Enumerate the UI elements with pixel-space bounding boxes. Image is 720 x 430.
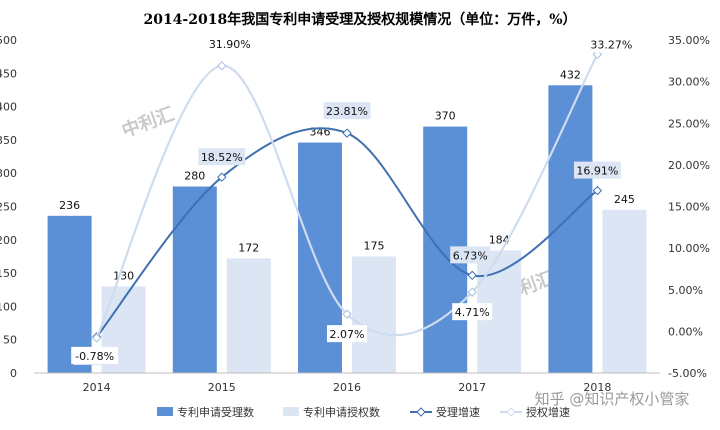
right-tick-label: 20.00% — [668, 159, 710, 172]
point-label-background — [450, 246, 491, 264]
legend-swatch — [157, 407, 173, 416]
point-label-background — [206, 34, 254, 52]
bar-value-label: 370 — [435, 110, 456, 123]
left-tick-label: 300 — [0, 167, 17, 180]
point-label-background — [574, 161, 621, 179]
legend-label: 专利申请受理数 — [177, 405, 254, 419]
point-label-background — [588, 35, 635, 53]
bar-value-label: 172 — [238, 241, 259, 254]
right-tick-label: 30.00% — [668, 76, 710, 89]
line-point-marker — [342, 309, 352, 319]
category-label: 2017 — [458, 381, 486, 394]
line-point-marker — [592, 49, 603, 60]
category-labels: 2014 2015 2016 2017 2018 — [83, 381, 612, 394]
point-label-background — [198, 148, 246, 166]
point-label-background — [71, 346, 118, 364]
acceptance-growth-line — [95, 127, 598, 338]
legend-marker — [416, 407, 426, 417]
left-tick-label: 200 — [0, 234, 17, 247]
right-axis: -5.00% 0.00% 5.00% 10.00% 15.00% 20.00% 25.00%… — [668, 34, 710, 380]
right-tick-label: 5.00% — [668, 284, 703, 297]
left-tick-label: 450 — [0, 67, 17, 80]
right-tick-label: 0.00% — [668, 325, 703, 338]
chart-title: 2014-2018年我国专利申请受理及授权规模情况（单位：万件，%） — [143, 11, 576, 28]
right-tick-label: 35.00% — [668, 34, 710, 47]
left-tick-label: 100 — [0, 300, 17, 313]
point-value-label: 4.71% — [455, 306, 490, 319]
left-tick-label: 250 — [0, 201, 17, 214]
legend-swatch — [283, 407, 299, 416]
left-tick-label: 0 — [10, 367, 17, 380]
left-tick-label: 150 — [0, 267, 17, 280]
point-value-label: 2.07% — [330, 328, 365, 341]
grant-growth-line — [95, 53, 599, 339]
bar-grants — [352, 256, 396, 373]
bar-value-label: 245 — [614, 193, 635, 206]
line-point-marker — [592, 185, 603, 196]
bar-applications — [172, 186, 217, 373]
point-value-label: 6.73% — [453, 249, 488, 262]
point-value-label: 31.90% — [209, 38, 251, 51]
category-label: 2018 — [583, 381, 611, 394]
left-axis: 0 50 100 150 200 250 300 350 400 450 500 — [0, 34, 17, 380]
point-value-label: 18.52% — [201, 151, 243, 164]
left-tick-label: 50 — [3, 334, 17, 347]
right-tick-label: 25.00% — [668, 117, 710, 130]
line-point-marker — [467, 287, 477, 297]
point-value-label: -0.78% — [75, 350, 114, 363]
right-tick-label: 15.00% — [668, 201, 710, 214]
left-tick-label: 400 — [0, 101, 17, 114]
bar-value-label: 130 — [113, 269, 134, 282]
legend-label: 专利申请授权数 — [303, 405, 380, 419]
bar-applications — [47, 215, 92, 373]
line-point-marker — [91, 333, 102, 343]
bar-value-label: 280 — [184, 170, 205, 183]
bar-value-label: 175 — [364, 239, 385, 252]
point-label-background — [327, 325, 367, 343]
right-tick-label: -5.00% — [668, 367, 707, 380]
legend-marker — [506, 407, 516, 417]
legend: 专利申请受理数 专利申请授权数 受理增速 授权增速 — [157, 405, 570, 419]
left-tick-label: 500 — [0, 34, 17, 47]
category-label: 2016 — [333, 381, 361, 394]
bar-grants — [602, 209, 647, 373]
right-tick-label: 10.00% — [668, 242, 710, 255]
point-label-layer: -0.67%18.52%23.81%6.73%16.91%-0.78%31.90… — [71, 34, 635, 365]
point-value-label: 23.81% — [326, 105, 368, 118]
left-tick-label: 350 — [0, 134, 17, 147]
point-label-background — [452, 303, 493, 321]
category-label: 2014 — [83, 381, 111, 394]
legend-label: 授权增速 — [526, 405, 570, 419]
line-point-marker — [217, 61, 227, 71]
line-point-marker — [342, 128, 352, 138]
bar-value-label: 184 — [489, 233, 510, 246]
point-value-label: 33.27% — [590, 38, 632, 51]
point-label-background — [323, 102, 371, 120]
point-value-label: 16.91% — [576, 165, 618, 178]
category-label: 2015 — [208, 381, 236, 394]
watermark: 中利汇 — [119, 103, 177, 142]
legend-label: 受理增速 — [436, 405, 480, 419]
line-point-marker — [467, 270, 477, 281]
watermark: 知乎 @知识产权小管家 — [535, 390, 690, 408]
bar-value-label: 236 — [59, 199, 80, 212]
bar-grants — [226, 258, 271, 373]
bar-value-label: 432 — [560, 68, 581, 81]
line-point-marker — [217, 172, 227, 182]
line-layer — [91, 49, 603, 343]
